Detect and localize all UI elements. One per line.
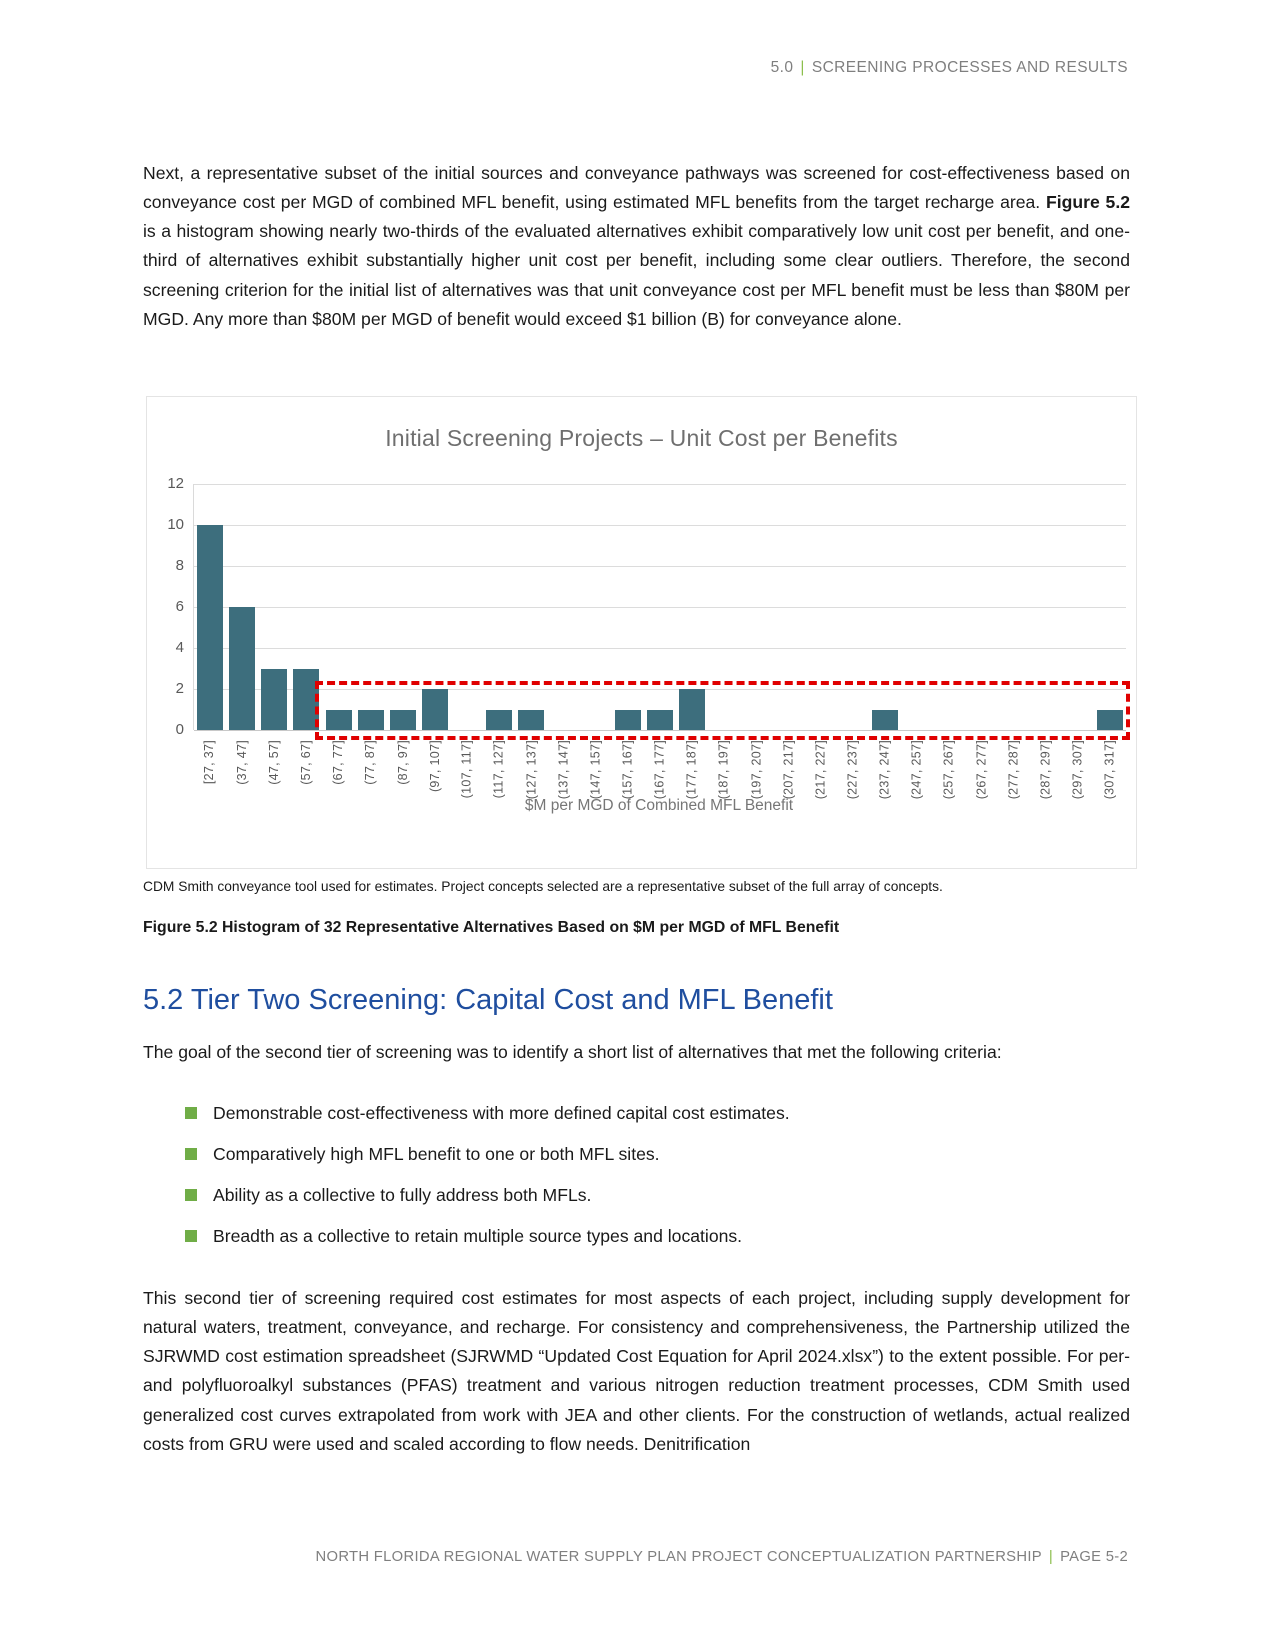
histogram-bar	[647, 709, 673, 730]
criteria-item-label: Breadth as a collective to retain multip…	[213, 1226, 743, 1246]
x-axis-tick-label: (207, 217]	[781, 740, 796, 800]
gridline	[194, 566, 1126, 567]
y-axis-tick-label: 2	[175, 679, 184, 697]
histogram-bar	[614, 709, 641, 730]
x-axis-tick-label: (67, 77]	[331, 740, 346, 785]
chart-title: Initial Screening Projects – Unit Cost p…	[385, 425, 898, 451]
x-axis-tick-label: (227, 237]	[845, 740, 860, 800]
gridline	[194, 484, 1126, 485]
x-axis-tick-label: (107, 117]	[459, 740, 474, 799]
intro-text-before: Next, a representative subset of the ini…	[143, 162, 1130, 212]
footer-text: NORTH FLORIDA REGIONAL WATER SUPPLY PLAN…	[315, 1549, 1042, 1565]
histogram-figure: Initial Screening Projects – Unit Cost p…	[146, 396, 1137, 869]
x-axis-title: $M per MGD of Combined MFL Benefit	[524, 797, 794, 814]
criteria-item-label: Demonstrable cost-effectiveness with mor…	[213, 1103, 790, 1123]
criteria-item: Demonstrable cost-effectiveness with mor…	[143, 1104, 1130, 1122]
histogram-bar	[486, 709, 513, 730]
x-axis-tick-label: (97, 107]	[427, 740, 442, 793]
histogram-bar	[679, 689, 706, 730]
x-axis-tick-label: (117, 127]	[491, 740, 506, 799]
figure-caption: Figure 5.2 Histogram of 32 Representativ…	[143, 919, 840, 936]
bullet-square-icon	[185, 1189, 197, 1201]
histogram-bar	[261, 668, 288, 730]
figure-reference: Figure 5.2	[1045, 191, 1130, 212]
x-axis-tick-label: (127, 137]	[523, 740, 538, 800]
criteria-item: Ability as a collective to fully address…	[143, 1186, 1130, 1204]
header-divider-bar: |	[800, 59, 805, 76]
section-body-paragraph: This second tier of screening required c…	[143, 1287, 1130, 1455]
y-axis-tick-label: 0	[175, 720, 184, 738]
x-axis-tick-label: (257, 267]	[941, 740, 956, 800]
x-axis-tick-label: (297, 307]	[1070, 740, 1085, 800]
x-axis-tick-label: (307, 317]	[1102, 740, 1117, 800]
x-axis-tick-label: (157, 167]	[620, 740, 635, 800]
x-axis-tick-label: (277, 287]	[1006, 740, 1021, 800]
x-axis-tick-label: (197, 207]	[748, 740, 763, 800]
histogram-bar	[518, 709, 545, 730]
bullet-square-icon	[185, 1107, 197, 1119]
section-heading: 5.2 Tier Two Screening: Capital Cost and…	[143, 984, 833, 1017]
intro-text-after: is a histogram showing nearly two-thirds…	[143, 221, 1130, 330]
y-axis-tick-label: 6	[175, 597, 184, 615]
histogram-bar	[422, 689, 449, 730]
x-axis-tick-label: (177, 187]	[684, 740, 699, 800]
criteria-list: Demonstrable cost-effectiveness with mor…	[143, 1104, 1130, 1268]
y-axis-tick-label: 4	[175, 638, 184, 656]
section-intro-paragraph: The goal of the second tier of screening…	[143, 1041, 1002, 1062]
x-axis-tick-label: (137, 147]	[556, 740, 571, 800]
x-axis-tick-label: (247, 257]	[909, 740, 924, 800]
gridline	[194, 648, 1126, 649]
x-axis-tick-label: (267, 277]	[973, 740, 988, 800]
highlight-outline	[314, 680, 1130, 740]
x-axis-tick-label: [27, 37]	[202, 740, 217, 785]
x-axis-tick-label: (77, 87]	[363, 740, 378, 785]
histogram-bar	[197, 525, 224, 730]
criteria-item: Breadth as a collective to retain multip…	[143, 1227, 1130, 1245]
gridline	[194, 730, 1126, 731]
bullet-square-icon	[185, 1148, 197, 1160]
gridline	[194, 689, 1126, 690]
y-axis-tick-label: 8	[175, 556, 184, 574]
x-axis-tick-label: (147, 157]	[588, 740, 603, 800]
footer-page-number: PAGE 5-2	[1060, 1549, 1128, 1565]
histogram-bar	[871, 709, 898, 730]
x-axis-tick-label: (187, 197]	[716, 740, 731, 800]
header-section-number: 5.0	[770, 59, 794, 76]
criteria-item-label: Ability as a collective to fully address…	[213, 1185, 592, 1205]
x-axis-tick-label: (167, 177]	[652, 740, 667, 800]
figure-source-note: CDM Smith conveyance tool used for estim…	[143, 879, 943, 894]
gridline	[194, 607, 1126, 608]
histogram-bar	[1096, 709, 1123, 730]
histogram-bar	[229, 607, 256, 730]
x-axis-tick-label: (57, 67]	[298, 740, 313, 785]
page-footer: NORTH FLORIDA REGIONAL WATER SUPPLY PLAN…	[143, 1549, 1128, 1565]
plot-area: 0 2 4 6 8 10 12 [27, 37] (37, 47] (47, 57] (57, 67…	[167, 475, 1130, 799]
intro-paragraph: Next, a representative subset of the ini…	[143, 159, 1130, 335]
histogram-bar	[357, 709, 384, 730]
x-axis-tick-label: (287, 297]	[1038, 740, 1053, 800]
histogram-bar	[389, 709, 416, 730]
criteria-item: Comparatively high MFL benefit to one or…	[143, 1145, 1130, 1163]
x-axis-tick-label: (237, 247]	[877, 740, 892, 800]
x-axis-tick-label: (47, 57]	[266, 740, 281, 785]
criteria-item-label: Comparatively high MFL benefit to one or…	[213, 1144, 660, 1164]
page-header: 5.0 | SCREENING PROCESSES AND RESULTS	[143, 59, 1128, 77]
bullet-square-icon	[185, 1230, 197, 1242]
gridline	[194, 525, 1126, 526]
y-axis-tick-label: 10	[167, 515, 184, 533]
x-axis-tick-label: (217, 227]	[813, 740, 828, 800]
header-title: SCREENING PROCESSES AND RESULTS	[811, 59, 1128, 76]
x-axis-tick-label: (87, 97]	[395, 740, 410, 785]
x-axis-tick-label: (37, 47]	[234, 740, 249, 785]
footer-divider-bar: |	[1048, 1549, 1054, 1565]
y-axis-tick-label: 12	[167, 474, 184, 492]
histogram-bar	[325, 709, 352, 730]
